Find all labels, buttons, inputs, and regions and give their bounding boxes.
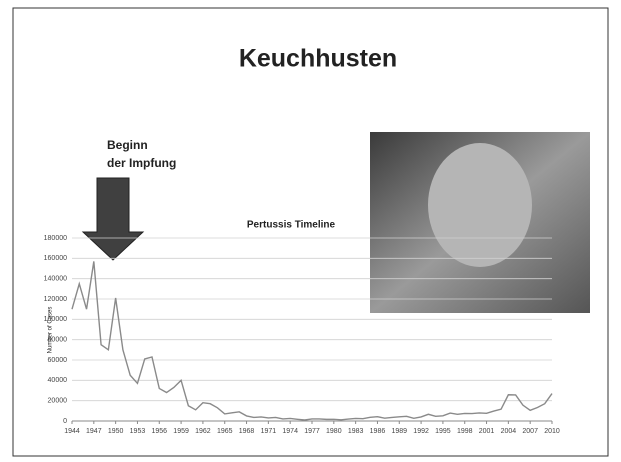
y-tick-label: 140000 xyxy=(44,276,67,283)
x-tick-label: 1953 xyxy=(130,428,146,435)
x-tick-label: 1944 xyxy=(64,428,80,435)
y-axis-label: Number of Cases xyxy=(48,307,54,354)
annotation: der Impfung xyxy=(107,156,176,170)
x-tick-label: 2010 xyxy=(544,428,560,435)
x-tick-label: 1965 xyxy=(217,428,233,435)
y-tick-label: 60000 xyxy=(48,357,68,364)
x-tick-label: 2004 xyxy=(501,428,517,435)
y-tick-label: 40000 xyxy=(48,377,68,384)
x-tick-label: 1956 xyxy=(151,428,167,435)
y-tick-label: 20000 xyxy=(48,398,68,405)
x-tick-label: 1980 xyxy=(326,428,342,435)
y-tick-label: 0 xyxy=(63,418,67,425)
y-tick-label: 120000 xyxy=(44,296,67,303)
x-tick-label: 1992 xyxy=(413,428,429,435)
y-tick-label: 160000 xyxy=(44,255,67,262)
photo-face xyxy=(428,143,532,267)
chart-title: Pertussis Timeline xyxy=(247,220,336,231)
x-tick-label: 2001 xyxy=(479,428,495,435)
x-tick-label: 1995 xyxy=(435,428,451,435)
y-tick-label: 80000 xyxy=(48,337,68,344)
y-tick-label: 100000 xyxy=(44,316,67,323)
x-tick-label: 1947 xyxy=(86,428,102,435)
slide-title: Keuchhusten xyxy=(239,45,397,73)
x-tick-label: 1962 xyxy=(195,428,211,435)
slide: Keuchhusten Beginn der Impfung Pertussis… xyxy=(0,0,621,462)
x-tick-label: 1959 xyxy=(173,428,189,435)
x-tick-label: 1983 xyxy=(348,428,364,435)
x-tick-label: 1977 xyxy=(304,428,320,435)
x-tick-label: 1968 xyxy=(239,428,255,435)
annotation: Beginn xyxy=(107,138,148,152)
x-tick-label: 1989 xyxy=(391,428,407,435)
x-tick-label: 2007 xyxy=(522,428,538,435)
x-tick-label: 1974 xyxy=(282,428,298,435)
x-tick-label: 1950 xyxy=(108,428,124,435)
y-tick-label: 180000 xyxy=(44,235,67,242)
x-tick-label: 1998 xyxy=(457,428,473,435)
x-tick-label: 1971 xyxy=(261,428,277,435)
x-tick-label: 1986 xyxy=(370,428,386,435)
